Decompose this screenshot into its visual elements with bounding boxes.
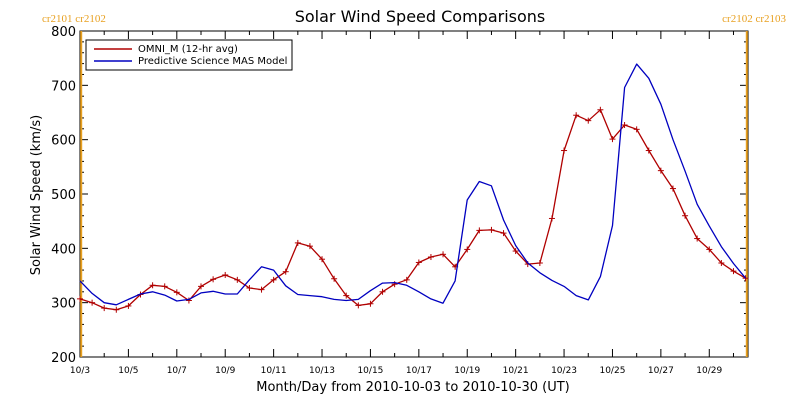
omni-data-point	[645, 147, 652, 154]
omni-data-point	[427, 254, 434, 261]
x-tick-label: 10/19	[454, 366, 480, 376]
x-tick-label: 10/15	[357, 366, 383, 376]
x-tick-label: 10/27	[648, 366, 674, 376]
omni-data-point	[379, 288, 386, 295]
x-tick-label: 10/21	[503, 366, 529, 376]
series-group	[77, 63, 749, 313]
x-tick-label: 10/9	[215, 366, 235, 376]
omni-data-point	[500, 230, 507, 237]
omni-data-point	[343, 292, 350, 299]
omni-data-point	[730, 268, 737, 275]
x-tick-label: 10/23	[551, 366, 577, 376]
omni-data-point	[161, 283, 168, 290]
x-tick-label: 10/25	[599, 366, 625, 376]
omni-data-point	[488, 226, 495, 233]
legend-box	[85, 39, 293, 71]
legend-label-omni: OMNI_M (12-hr avg)	[138, 44, 238, 55]
omni-data-point	[173, 289, 180, 296]
legend-label-mas: Predictive Science MAS Model	[138, 56, 287, 67]
omni-data-point	[464, 246, 471, 253]
omni-data-point	[621, 121, 628, 128]
x-tick-label: 10/11	[261, 366, 287, 376]
omni-data-point	[657, 167, 664, 174]
omni-data-point	[476, 227, 483, 234]
omni-data-point	[89, 299, 96, 306]
carrington-left-label: cr2101 cr2102	[42, 13, 106, 25]
y-tick-label: 400	[51, 242, 76, 257]
omni-data-point	[355, 302, 362, 309]
y-axis-label: Solar Wind Speed (km/s)	[29, 115, 44, 275]
omni-data-point	[222, 271, 229, 278]
omni-data-point	[512, 248, 519, 255]
x-tick-labels: 10/3 10/5 10/7 10/9 10/11 10/13 10/15 10/17 10/1…	[70, 366, 723, 376]
plot-area-group	[79, 30, 749, 358]
x-tick-label: 10/29	[696, 366, 722, 376]
x-tick-label: 10/17	[406, 366, 432, 376]
omni-data-point	[633, 126, 640, 133]
x-tick-label: 10/13	[309, 366, 335, 376]
y-tick-label: 800	[51, 25, 76, 40]
x-axis-label: Month/Day from 2010-10-03 to 2010-10-30 …	[256, 380, 569, 395]
y-tick-label: 600	[51, 134, 76, 149]
omni-data-point	[536, 260, 543, 267]
omni-data-point	[573, 112, 580, 119]
omni-data-point	[282, 268, 289, 275]
omni-data-point	[694, 235, 701, 242]
omni-data-point	[331, 275, 338, 282]
omni-data-point	[682, 212, 689, 219]
omni-data-point	[415, 259, 422, 266]
omni-data-point	[113, 306, 120, 313]
carrington-right-label: cr2102 cr2103	[722, 13, 786, 25]
omni-data-point	[185, 297, 192, 304]
omni-data-point	[706, 246, 713, 253]
axis-ticks	[79, 30, 748, 358]
omni-data-point	[149, 282, 156, 289]
omni-data-point	[294, 239, 301, 246]
y-tick-label: 700	[51, 79, 76, 94]
omni-data-point	[125, 302, 132, 309]
omni-data-point	[198, 283, 205, 290]
x-tick-label: 10/5	[118, 366, 138, 376]
omni-data-point	[561, 147, 568, 154]
omni-data-point	[718, 260, 725, 267]
omni-data-point	[234, 276, 241, 283]
carrington-lines	[80, 31, 748, 357]
omni-data-point	[258, 286, 265, 293]
omni-data-point	[210, 276, 217, 283]
legend: OMNI_M (12-hr avg) Predictive Science MA…	[85, 39, 293, 71]
y-tick-label: 200	[51, 351, 76, 366]
y-tick-label: 300	[51, 297, 76, 312]
omni-data-point	[669, 185, 676, 192]
omni-data-point	[597, 106, 604, 113]
omni-data-point	[101, 305, 108, 312]
omni-data-point	[403, 276, 410, 283]
omni-data-point	[246, 284, 253, 291]
omni-data-point	[77, 295, 83, 302]
x-tick-label: 10/3	[70, 366, 90, 376]
chart-title: Solar Wind Speed Comparisons	[295, 7, 546, 26]
omni-data-point	[609, 136, 616, 143]
omni-data-point	[367, 300, 374, 307]
omni-series-line	[79, 109, 746, 311]
omni-data-point	[270, 276, 277, 283]
y-tick-labels: 200 300 400 500 600 700 800	[51, 25, 76, 366]
mas-series-line	[79, 63, 747, 306]
y-tick-label: 500	[51, 188, 76, 203]
x-tick-label: 10/7	[167, 366, 187, 376]
omni-data-point	[440, 251, 447, 258]
omni-data-point	[548, 215, 555, 222]
omni-data-point	[585, 117, 592, 124]
plot-frame	[79, 30, 749, 358]
omni-data-point	[306, 243, 313, 250]
omni-data-point	[319, 256, 326, 263]
